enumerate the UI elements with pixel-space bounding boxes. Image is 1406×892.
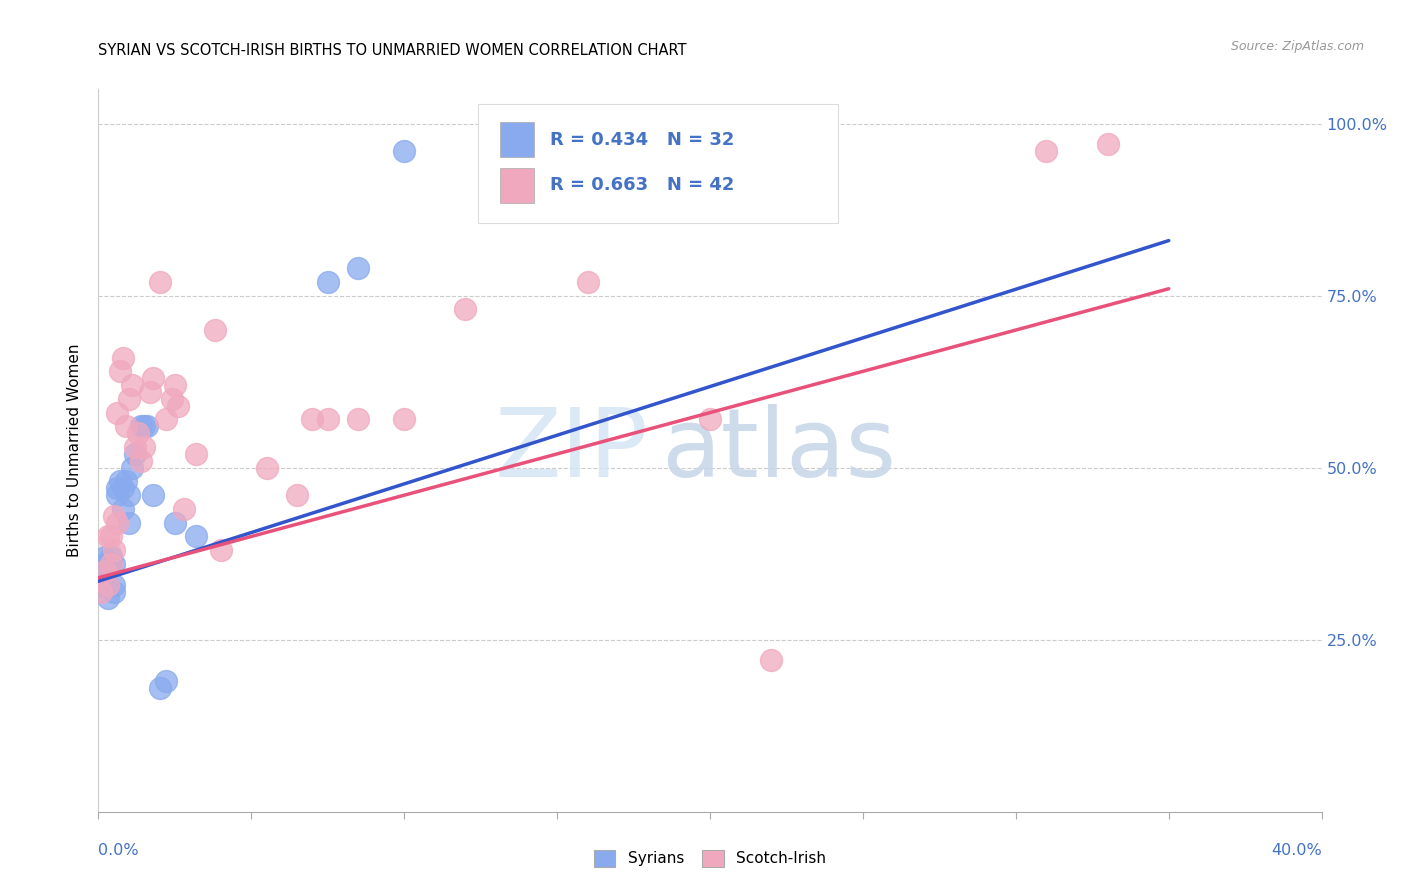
Point bbox=[127, 426, 149, 441]
Point bbox=[285, 488, 308, 502]
Point bbox=[142, 371, 165, 385]
Point bbox=[105, 516, 128, 530]
Point bbox=[759, 653, 782, 667]
Legend: Syrians, Scotch-Irish: Syrians, Scotch-Irish bbox=[588, 844, 832, 872]
Point bbox=[111, 481, 134, 495]
Point bbox=[347, 412, 370, 426]
Point bbox=[134, 440, 156, 454]
Point bbox=[699, 412, 721, 426]
Point bbox=[121, 378, 143, 392]
Point bbox=[149, 681, 172, 695]
Point bbox=[111, 351, 134, 365]
Point bbox=[392, 144, 416, 158]
Point bbox=[136, 419, 159, 434]
FancyBboxPatch shape bbox=[499, 168, 534, 202]
Point bbox=[124, 447, 146, 461]
Point bbox=[97, 529, 120, 543]
Point bbox=[118, 488, 141, 502]
Point bbox=[108, 475, 131, 489]
Point bbox=[100, 529, 122, 543]
Point bbox=[392, 412, 416, 426]
Point bbox=[209, 543, 232, 558]
Point bbox=[167, 399, 190, 413]
Point bbox=[129, 454, 152, 468]
Text: R = 0.663   N = 42: R = 0.663 N = 42 bbox=[550, 177, 734, 194]
Point bbox=[100, 557, 122, 571]
Point bbox=[149, 275, 172, 289]
Point bbox=[108, 364, 131, 378]
Point bbox=[347, 261, 370, 276]
Point bbox=[155, 412, 177, 426]
Point bbox=[105, 406, 128, 420]
Point bbox=[163, 516, 186, 530]
Text: SYRIAN VS SCOTCH-IRISH BIRTHS TO UNMARRIED WOMEN CORRELATION CHART: SYRIAN VS SCOTCH-IRISH BIRTHS TO UNMARRI… bbox=[98, 43, 688, 58]
Point bbox=[186, 529, 208, 543]
Point bbox=[173, 502, 195, 516]
Text: ZIP: ZIP bbox=[495, 404, 650, 497]
Text: Source: ZipAtlas.com: Source: ZipAtlas.com bbox=[1230, 40, 1364, 54]
Point bbox=[90, 577, 112, 591]
Point bbox=[115, 475, 138, 489]
Point bbox=[124, 440, 146, 454]
Point bbox=[115, 419, 138, 434]
Point bbox=[90, 584, 112, 599]
FancyBboxPatch shape bbox=[499, 122, 534, 157]
Point bbox=[121, 460, 143, 475]
Point bbox=[105, 481, 128, 495]
Point bbox=[316, 275, 339, 289]
Point bbox=[1097, 137, 1119, 152]
Point bbox=[103, 584, 125, 599]
Point bbox=[105, 488, 128, 502]
Point bbox=[160, 392, 183, 406]
Point bbox=[100, 550, 122, 565]
Point bbox=[100, 557, 122, 571]
Point bbox=[93, 557, 115, 571]
Point bbox=[134, 419, 156, 434]
Point bbox=[103, 508, 125, 523]
Point bbox=[163, 378, 186, 392]
Point bbox=[118, 392, 141, 406]
Point bbox=[93, 550, 115, 565]
Point bbox=[155, 673, 177, 688]
Text: R = 0.434   N = 32: R = 0.434 N = 32 bbox=[550, 131, 734, 149]
Point bbox=[204, 323, 226, 337]
Point bbox=[111, 502, 134, 516]
Point bbox=[103, 557, 125, 571]
Point bbox=[129, 419, 152, 434]
Text: 0.0%: 0.0% bbox=[98, 843, 139, 858]
Point bbox=[1035, 144, 1057, 158]
Text: 40.0%: 40.0% bbox=[1271, 843, 1322, 858]
FancyBboxPatch shape bbox=[478, 103, 838, 223]
Point bbox=[90, 550, 112, 565]
Point bbox=[516, 137, 538, 152]
Point bbox=[256, 460, 278, 475]
Point bbox=[103, 543, 125, 558]
Point bbox=[118, 516, 141, 530]
Point bbox=[97, 577, 120, 591]
Point bbox=[97, 591, 120, 606]
Point bbox=[97, 577, 120, 591]
Point bbox=[142, 488, 165, 502]
Point bbox=[186, 447, 208, 461]
Y-axis label: Births to Unmarried Women: Births to Unmarried Women bbox=[67, 343, 83, 558]
Point bbox=[301, 412, 323, 426]
Point bbox=[139, 384, 162, 399]
Point bbox=[316, 412, 339, 426]
Point bbox=[576, 275, 599, 289]
Point bbox=[103, 577, 125, 591]
Point bbox=[454, 302, 477, 317]
Point bbox=[93, 564, 115, 578]
Text: atlas: atlas bbox=[661, 404, 896, 497]
